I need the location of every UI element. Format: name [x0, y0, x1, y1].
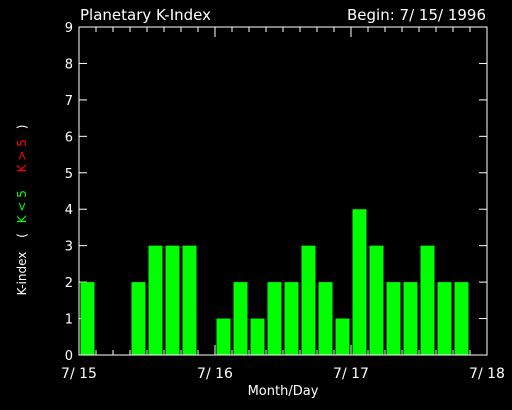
legend-close-paren: ): [15, 125, 29, 130]
x-tick-labels: 7/ 15 7/ 16 7/ 17 7/ 18: [61, 366, 505, 382]
y-tick-label: 2: [65, 276, 73, 291]
bar: [165, 245, 180, 355]
bar: [131, 282, 146, 355]
y-axis-label: K-index: [15, 252, 29, 296]
legend-low: K < 5: [15, 190, 29, 223]
y-axis-legend: K-index ( K < 5 K > 5 ): [15, 125, 29, 296]
bar: [233, 282, 248, 355]
y-tick-labels: 0 1 2 3 4 5 6 7 8 9: [65, 21, 73, 364]
bar: [318, 282, 333, 355]
x-tick-label: 7/ 18: [469, 366, 505, 382]
bar: [420, 245, 435, 355]
bar: [284, 282, 299, 355]
y-tick-label: 4: [65, 203, 73, 218]
bar: [437, 282, 452, 355]
x-axis-label: Month/Day: [248, 384, 319, 399]
bar: [267, 282, 282, 355]
y-tick-label: 7: [65, 94, 73, 109]
x-tick-label: 7/ 17: [333, 366, 369, 382]
y-tick-label: 5: [65, 167, 73, 182]
y-tick-label: 8: [65, 57, 73, 72]
y-tick-label: 9: [65, 21, 73, 36]
y-tick-label: 1: [65, 313, 73, 328]
bar: [386, 282, 401, 355]
legend-high: K > 5: [15, 139, 29, 172]
bar: [80, 282, 95, 355]
bar: [403, 282, 418, 355]
bar: [335, 318, 350, 355]
y-tick-label: 6: [65, 130, 73, 145]
svg-text:K-index ( K < 5: K-index ( K < 5 K > 5 ): [15, 125, 29, 296]
bar: [216, 318, 231, 355]
bar: [454, 282, 469, 355]
bar: [250, 318, 265, 355]
y-tick-label: 3: [65, 240, 73, 255]
y-tick-label: 0: [65, 349, 73, 364]
chart-title: Planetary K-Index: [80, 6, 211, 24]
x-tick-label: 7/ 16: [197, 366, 233, 382]
bar: [369, 245, 384, 355]
bar: [148, 245, 163, 355]
begin-date: Begin: 7/ 15/ 1996: [347, 6, 486, 24]
bar: [352, 209, 367, 355]
plot-frame: [78, 26, 488, 356]
bar: [182, 245, 197, 355]
legend-open-paren: (: [15, 233, 29, 238]
x-tick-label: 7/ 15: [61, 366, 97, 382]
bar-series: [80, 209, 469, 355]
bar: [301, 245, 316, 355]
